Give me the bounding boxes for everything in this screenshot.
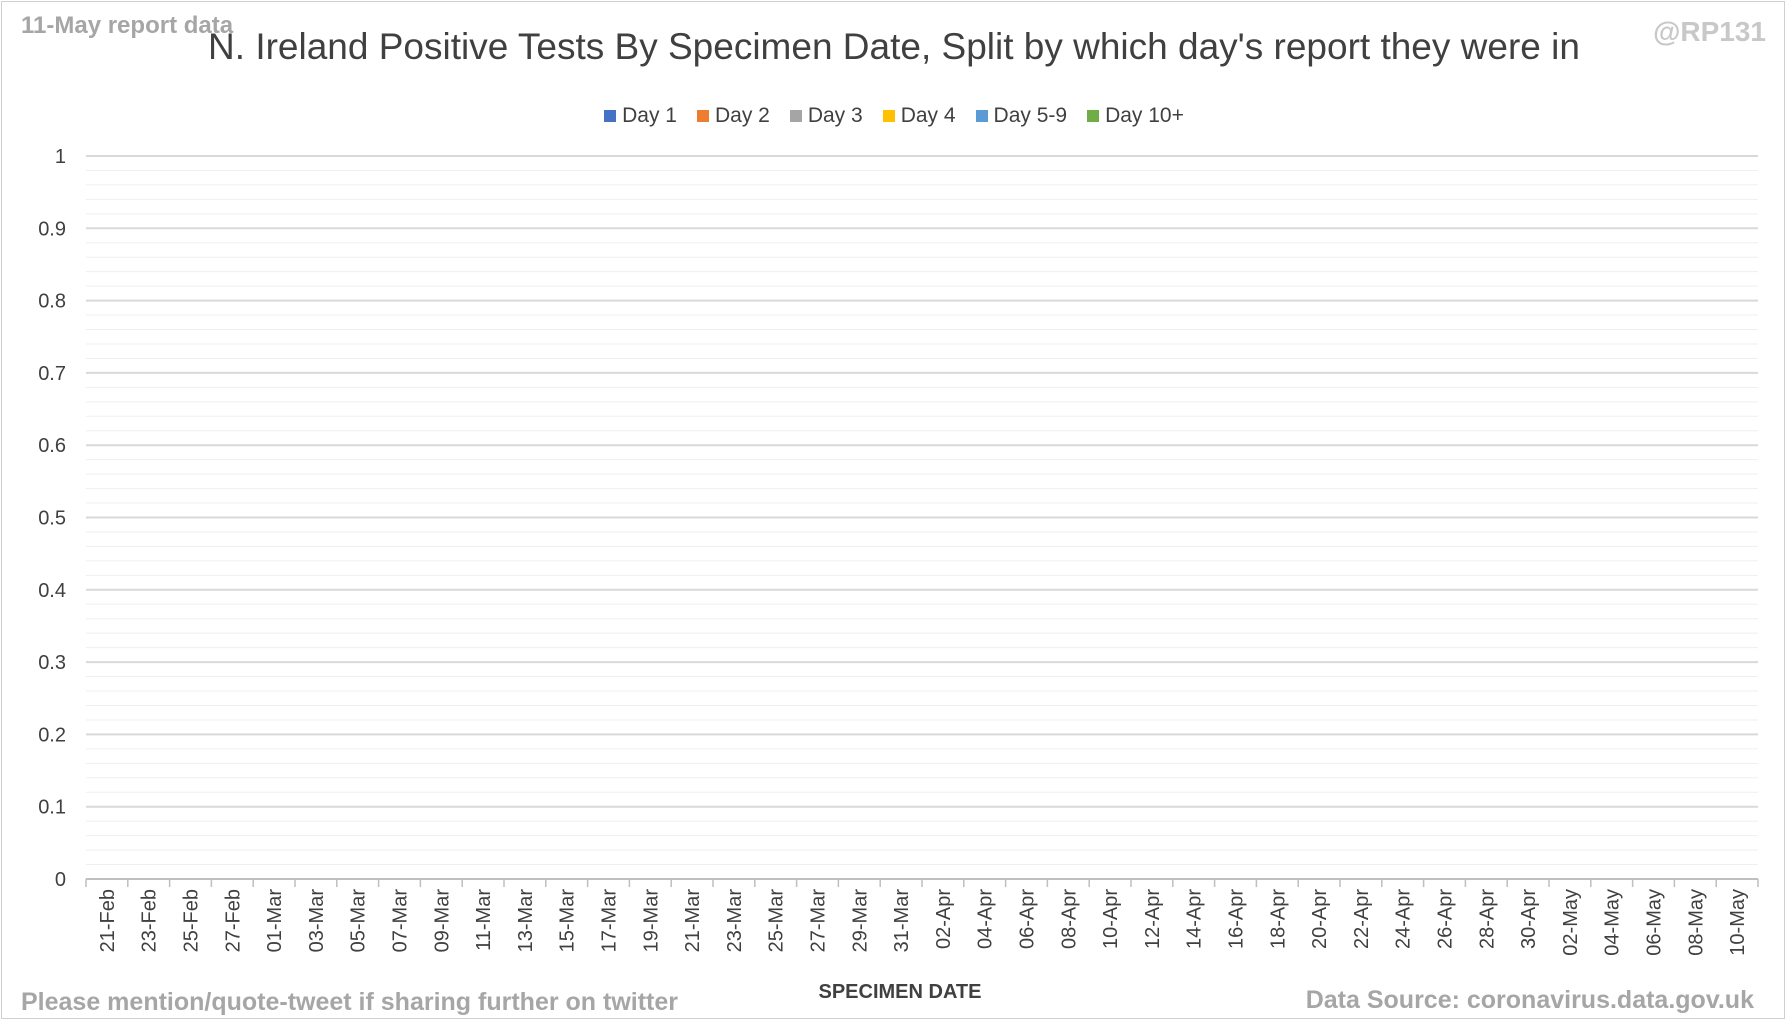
sharing-note: Please mention/quote-tweet if sharing fu…	[21, 988, 679, 1016]
y-tick-label: 0.9	[38, 218, 66, 240]
legend-label: Day 2	[714, 104, 770, 127]
report-date-label: 11-May report data	[21, 12, 234, 39]
y-tick-label: 0.2	[38, 724, 66, 746]
legend-item-day4: Day 4	[882, 104, 956, 128]
legend-swatch	[604, 110, 617, 122]
legend-label: Day 4	[900, 104, 956, 127]
x-tick-label: 04-Apr	[975, 889, 997, 949]
x-tick-label: 26-Apr	[1435, 889, 1457, 949]
x-tick-label: 19-Mar	[640, 889, 662, 953]
x-tick-label: 31-Mar	[891, 889, 913, 953]
author-handle: @RP131	[1653, 16, 1766, 47]
x-tick-label: 29-Mar	[849, 889, 871, 953]
legend-item-day3: Day 3	[789, 104, 863, 128]
x-tick-label: 13-Mar	[515, 889, 537, 953]
legend-item-day10-plus: Day 10+	[1087, 104, 1184, 128]
x-tick-label: 09-Mar	[431, 889, 453, 953]
x-tick-label: 06-May	[1644, 889, 1666, 956]
legend-swatch	[975, 110, 988, 122]
x-tick-label: 21-Feb	[97, 889, 119, 952]
x-tick-label: 06-Apr	[1017, 889, 1039, 949]
legend-swatch	[789, 110, 802, 122]
y-tick-label: 0	[55, 869, 66, 891]
x-tick-label: 08-May	[1685, 889, 1707, 956]
x-tick-label: 11-Mar	[473, 889, 495, 951]
x-tick-label: 05-Mar	[348, 889, 370, 953]
legend-swatch	[1087, 110, 1100, 122]
x-tick-label: 24-Apr	[1393, 889, 1415, 949]
legend-swatch	[696, 110, 709, 122]
legend-item-day1: Day 1	[604, 104, 677, 128]
y-tick-label: 0.6	[38, 435, 66, 457]
x-tick-label: 18-Apr	[1267, 889, 1289, 949]
x-tick-label: 30-Apr	[1518, 889, 1540, 949]
y-axis-ticks: 0 0.1 0.2 0.3 0.4 0.5 0.6 0.7 0.8 0.9 1	[38, 146, 66, 891]
y-tick-label: 0.4	[38, 580, 66, 602]
x-tick-label: 04-May	[1602, 889, 1624, 956]
x-tick-label: 03-Mar	[306, 889, 328, 953]
data-source-label: Data Source: coronavirus.data.gov.uk	[1305, 986, 1754, 1014]
x-tick-label: 25-Mar	[766, 889, 788, 953]
x-axis: 21-Feb 23-Feb 25-Feb 27-Feb 01-Mar 03-Mar 05-M…	[85, 878, 1759, 956]
chart-title: N. Ireland Positive Tests By Specimen Da…	[208, 26, 1580, 67]
y-tick-label: 0.7	[38, 363, 66, 385]
x-tick-label: 17-Mar	[599, 889, 621, 953]
x-tick-label: 07-Mar	[390, 889, 412, 953]
legend-label: Day 5-9	[993, 104, 1068, 127]
legend-label: Day 3	[807, 104, 863, 127]
y-tick-label: 0.5	[38, 508, 66, 530]
x-tick-label: 25-Feb	[181, 889, 203, 952]
x-tick-label: 23-Feb	[139, 889, 161, 952]
x-tick-label: 15-Mar	[557, 889, 579, 953]
x-tick-label: 16-Apr	[1226, 889, 1248, 949]
legend-swatch	[882, 110, 895, 122]
x-tick-label: 14-Apr	[1184, 889, 1206, 949]
x-tick-label: 08-Apr	[1058, 889, 1080, 949]
y-tick-label: 0.1	[38, 797, 66, 819]
legend-item-day5-9: Day 5-9	[975, 104, 1068, 128]
x-tick-label: 27-Feb	[222, 889, 244, 952]
x-tick-label: 10-May	[1727, 889, 1749, 956]
x-tick-label: 02-Apr	[933, 889, 955, 949]
chart-gridlines	[86, 155, 1758, 880]
x-tick-label: 22-Apr	[1351, 889, 1373, 949]
x-tick-label: 20-Apr	[1309, 889, 1331, 949]
x-tick-label: 02-May	[1560, 889, 1582, 956]
x-tick-label: 28-Apr	[1476, 889, 1498, 949]
x-axis-title: SPECIMEN DATE	[818, 981, 982, 1003]
chart-legend: Day 1 Day 2 Day 3 Day 4 Day 5-9 Day 10+	[0, 104, 1788, 128]
x-tick-label: 23-Mar	[724, 889, 746, 953]
y-tick-label: 0.8	[38, 291, 66, 313]
legend-item-day2: Day 2	[696, 104, 770, 128]
legend-label: Day 1	[622, 104, 677, 127]
y-tick-label: 1	[55, 146, 66, 168]
legend-label: Day 10+	[1105, 104, 1184, 127]
x-tick-label: 12-Apr	[1142, 889, 1164, 949]
x-tick-label: 10-Apr	[1100, 889, 1122, 949]
x-tick-label: 21-Mar	[682, 889, 704, 953]
y-tick-label: 0.3	[38, 652, 66, 674]
x-tick-label: 01-Mar	[264, 889, 286, 953]
x-tick-label: 27-Mar	[808, 889, 830, 953]
